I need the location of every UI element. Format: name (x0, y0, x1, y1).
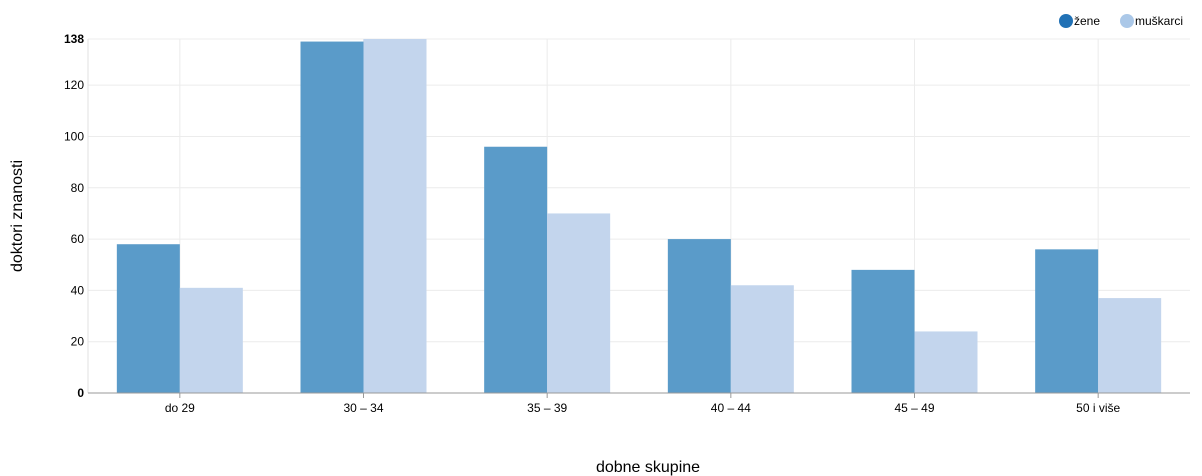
y-axis-title: doktori znanosti (9, 160, 26, 272)
x-axis-title: dobne skupine (596, 459, 700, 476)
x-tick-label-0: do 29 (165, 401, 195, 415)
bar-1-5[interactable] (1098, 298, 1162, 393)
x-tick-label-4: 45 – 49 (894, 401, 934, 415)
x-tick-label-2: 35 – 39 (527, 401, 567, 415)
y-tick-label-5: 100 (64, 129, 84, 143)
y-tick-label-3: 60 (71, 232, 85, 246)
legend[interactable]: žene muškarci (1059, 14, 1183, 28)
bar-0-2[interactable] (484, 146, 548, 393)
bar-0-4[interactable] (851, 269, 915, 393)
x-tick-label-1: 30 – 34 (343, 401, 383, 415)
bars (116, 39, 1162, 393)
y-tick-label-7: 138 (64, 32, 84, 46)
x-axis-ticks: do 29 30 – 34 35 – 39 40 – 44 45 – 49 50 i vi… (165, 393, 1120, 415)
bar-0-3[interactable] (667, 239, 731, 393)
x-tick-label-3: 40 – 44 (711, 401, 751, 415)
y-tick-label-0: 0 (77, 386, 84, 400)
bar-0-0[interactable] (116, 244, 180, 393)
legend-swatch-1[interactable] (1120, 14, 1134, 28)
bar-1-0[interactable] (179, 287, 243, 393)
y-tick-label-4: 80 (71, 181, 85, 195)
legend-label-0[interactable]: žene (1074, 14, 1100, 28)
y-tick-label-1: 20 (71, 335, 85, 349)
x-tick-label-5: 50 i više (1076, 401, 1120, 415)
y-axis-ticks: 0 20 40 60 80 100 120 138 (64, 32, 84, 400)
legend-label-1[interactable]: muškarci (1135, 14, 1183, 28)
grid-lines (87, 38, 1190, 393)
bar-1-4[interactable] (914, 331, 978, 393)
bar-1-3[interactable] (730, 285, 794, 393)
bar-0-5[interactable] (1035, 249, 1099, 393)
y-tick-label-2: 40 (71, 283, 85, 297)
bar-1-1[interactable] (363, 39, 427, 393)
legend-swatch-0[interactable] (1059, 14, 1073, 28)
bar-1-2[interactable] (547, 213, 611, 393)
y-tick-label-6: 120 (64, 78, 84, 92)
bar-0-1[interactable] (300, 41, 364, 393)
